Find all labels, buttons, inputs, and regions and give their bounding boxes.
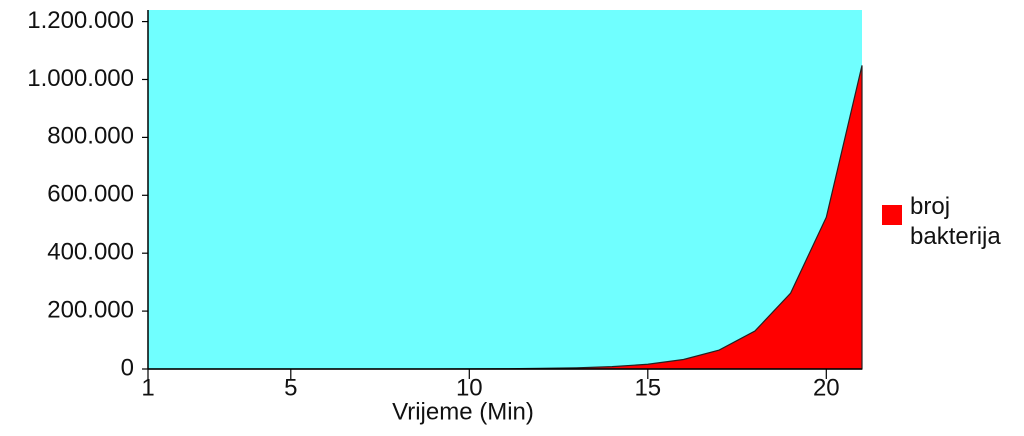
legend-swatch: [882, 205, 902, 225]
y-tick-label: 0: [121, 354, 134, 381]
y-tick-label: 1.200.000: [27, 7, 134, 34]
x-axis-label: Vrijeme (Min): [392, 398, 534, 425]
x-tick-label: 10: [456, 374, 483, 401]
legend-label: broj bakterija: [910, 193, 1001, 250]
x-tick-label: 1: [141, 374, 154, 401]
x-tick-label: 20: [813, 374, 840, 401]
y-tick-label: 200.000: [47, 296, 134, 323]
plot-background: [148, 10, 862, 369]
x-tick-label: 15: [634, 374, 661, 401]
x-tick-label: 5: [284, 374, 297, 401]
y-tick-label: 400.000: [47, 239, 134, 266]
y-tick-label: 600.000: [47, 181, 134, 208]
y-tick-label: 1.000.000: [27, 65, 134, 92]
y-tick-label: 800.000: [47, 123, 134, 150]
